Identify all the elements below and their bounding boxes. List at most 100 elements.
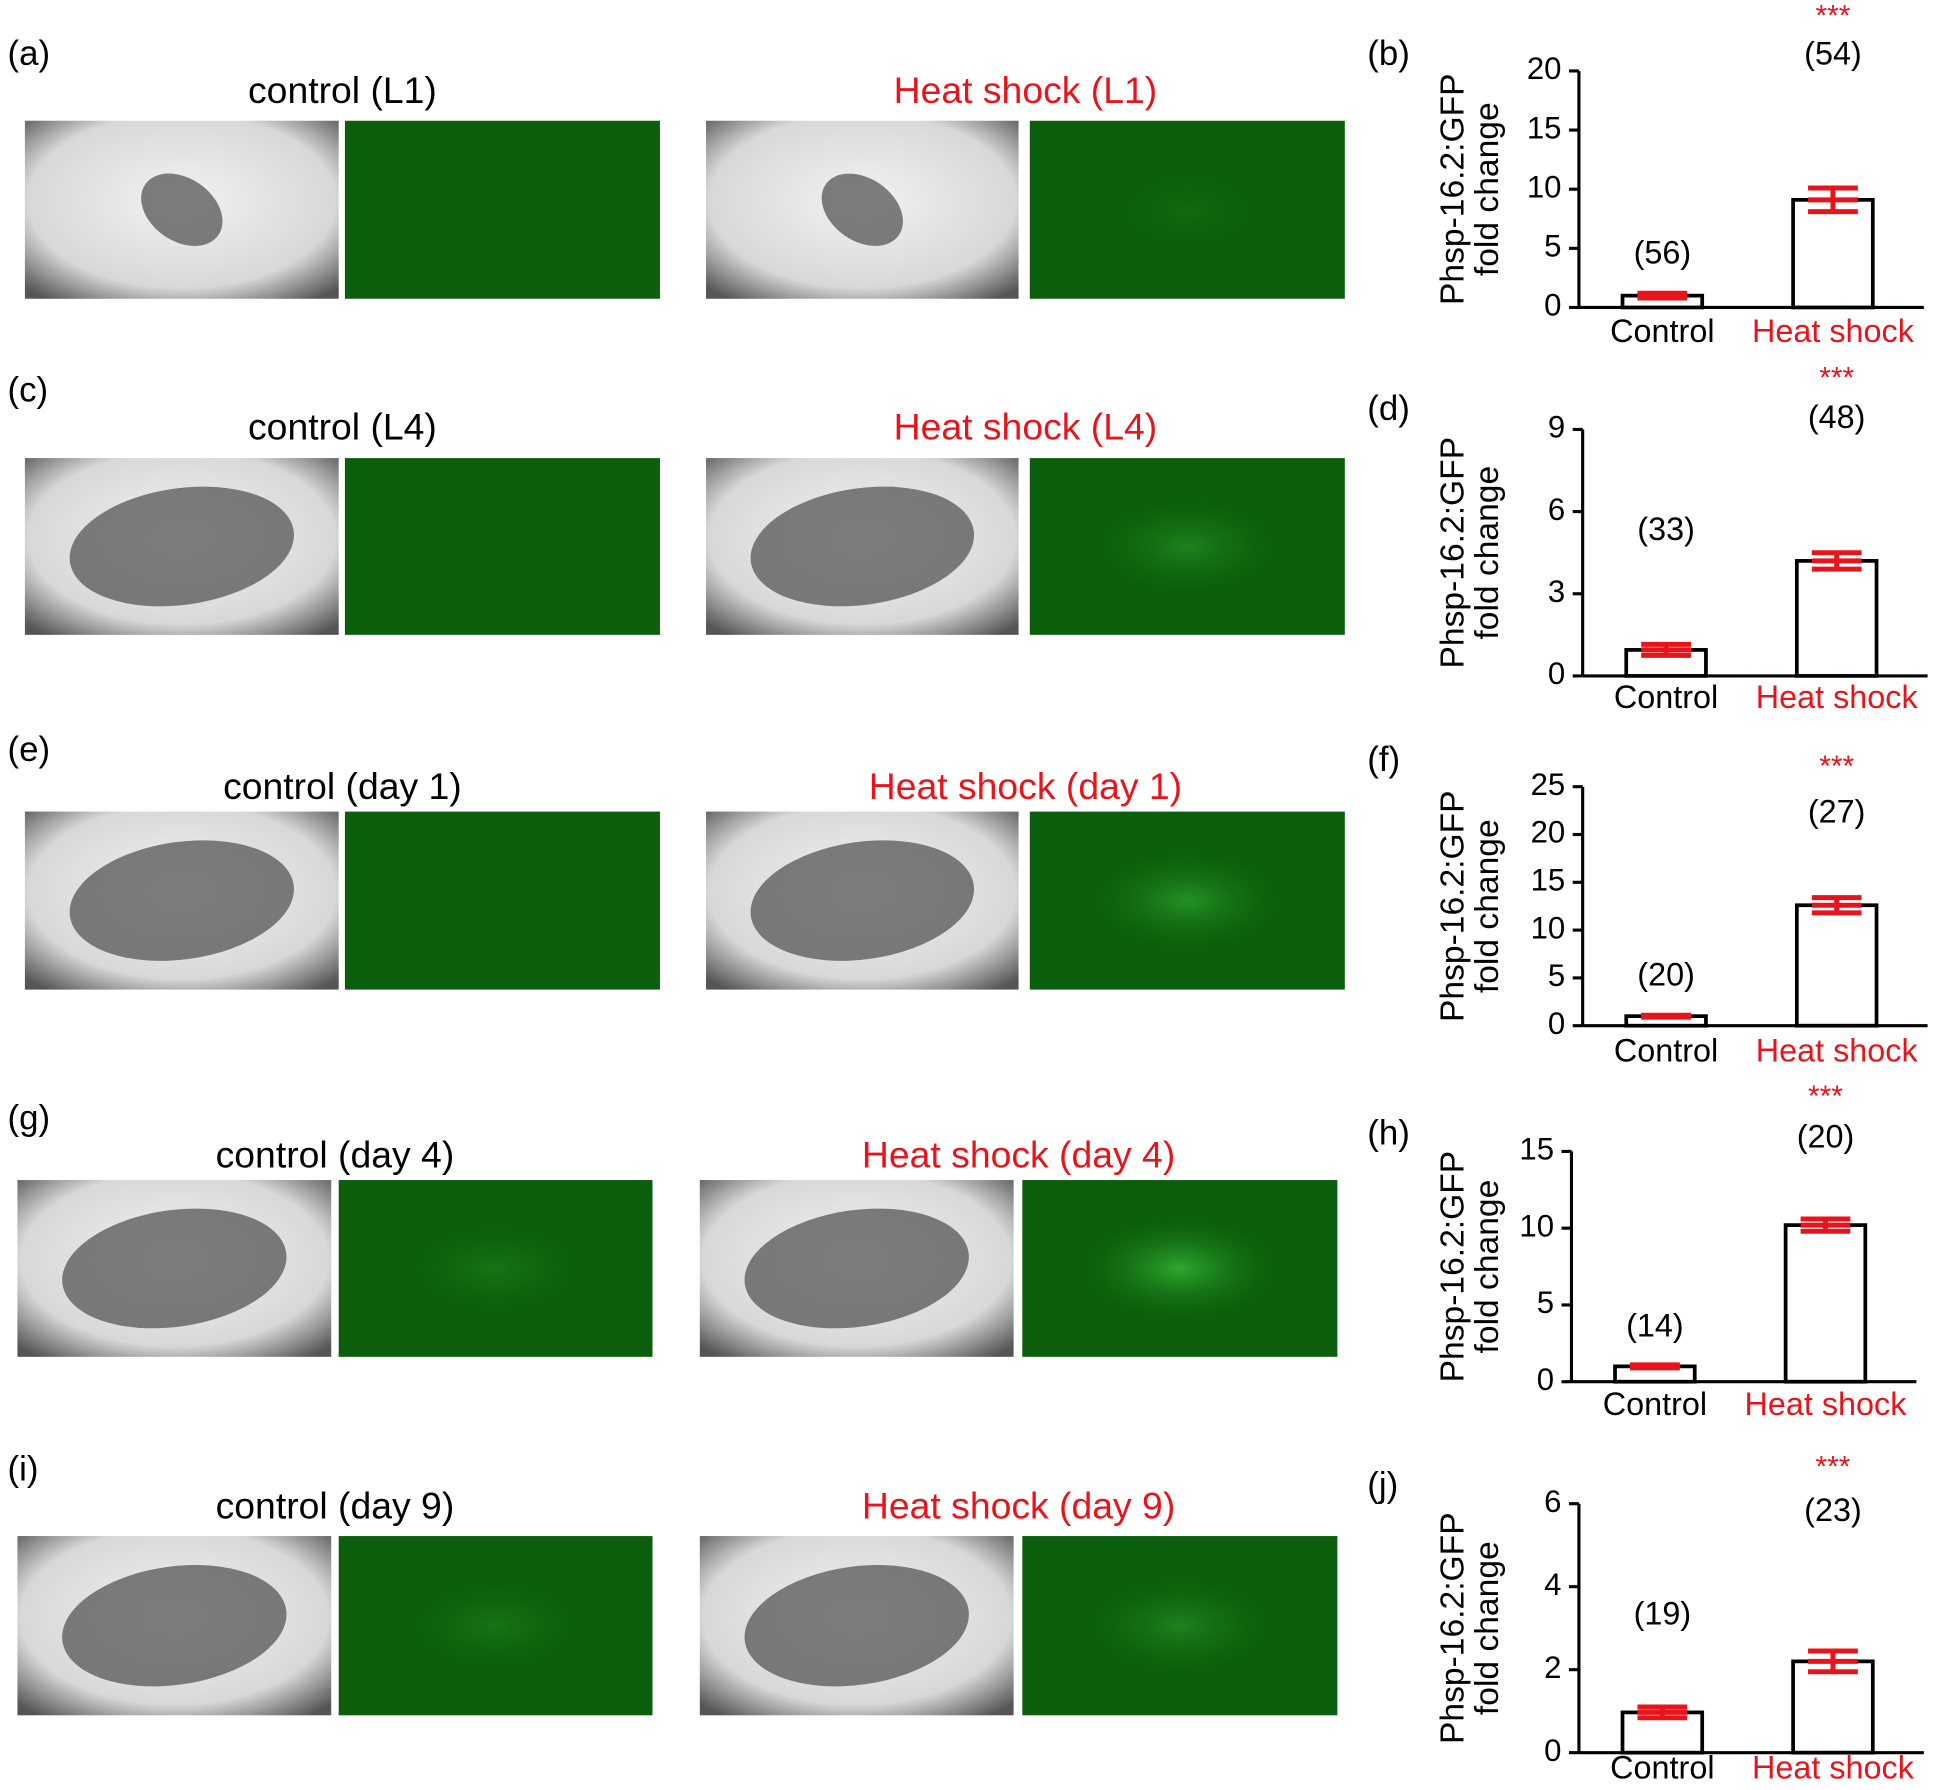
x-tick-label: Heat shock bbox=[1745, 1386, 1908, 1422]
n-label: (48) bbox=[1808, 399, 1866, 435]
gfp-signal bbox=[382, 1566, 609, 1685]
y-tick-label: 20 bbox=[1531, 815, 1566, 850]
n-label: (20) bbox=[1637, 957, 1695, 993]
y-tick-label: 25 bbox=[1531, 767, 1566, 802]
y-tick-label: 15 bbox=[1527, 110, 1562, 145]
x-tick-label: Control bbox=[1614, 1033, 1718, 1069]
bar bbox=[1794, 559, 1879, 678]
y-tick-label: 6 bbox=[1544, 1484, 1561, 1519]
gfp-image bbox=[344, 120, 660, 299]
x-tick-label: Control bbox=[1603, 1386, 1707, 1422]
y-tick-label: 5 bbox=[1548, 958, 1565, 993]
significance: *** bbox=[1808, 1080, 1843, 1113]
y-axis-label: fold change bbox=[1469, 466, 1506, 640]
bar bbox=[1791, 1659, 1875, 1755]
y-tick-label: 20 bbox=[1527, 51, 1562, 86]
significance: *** bbox=[1819, 362, 1854, 395]
image-title: Heat shock (day 4) bbox=[862, 1134, 1175, 1176]
significance: *** bbox=[1819, 750, 1854, 783]
y-axis-label: Phsp-16.2:GFP bbox=[1434, 437, 1471, 669]
y-tick-label: 5 bbox=[1537, 1285, 1554, 1320]
panel-label: (j) bbox=[1367, 1466, 1398, 1505]
image-title: control (L1) bbox=[248, 69, 437, 111]
y-tick-label: 6 bbox=[1548, 492, 1565, 527]
significance: *** bbox=[1816, 0, 1851, 32]
y-tick-label: 2 bbox=[1544, 1650, 1561, 1685]
image-title: control (L4) bbox=[248, 405, 437, 447]
panel-label: (c) bbox=[7, 370, 48, 409]
n-label: (33) bbox=[1637, 511, 1695, 547]
y-axis-label: fold change bbox=[1469, 1180, 1506, 1354]
x-tick-label: Heat shock bbox=[1752, 313, 1915, 349]
gfp-signal bbox=[1073, 488, 1301, 605]
y-axis-label: Phsp-16.2:GFP bbox=[1434, 790, 1471, 1022]
panel-label: (d) bbox=[1367, 389, 1410, 428]
worm-cluster bbox=[141, 173, 223, 246]
gfp-signal bbox=[1066, 1566, 1294, 1685]
bar bbox=[1791, 197, 1875, 310]
y-axis-label: Phsp-16.2:GFP bbox=[1434, 1512, 1471, 1744]
n-label: (56) bbox=[1634, 235, 1692, 271]
y-tick-label: 10 bbox=[1527, 169, 1562, 204]
n-label: (23) bbox=[1804, 1492, 1862, 1528]
gfp-image bbox=[344, 458, 660, 635]
panel-label: (g) bbox=[7, 1099, 50, 1138]
n-label: (27) bbox=[1808, 794, 1866, 830]
worm-cluster bbox=[744, 1565, 969, 1687]
gfp-signal bbox=[382, 1210, 609, 1327]
panel-label: (i) bbox=[7, 1450, 38, 1489]
n-label: (19) bbox=[1634, 1595, 1692, 1631]
y-axis-label: fold change bbox=[1469, 1541, 1506, 1715]
worm-cluster bbox=[69, 486, 294, 607]
gfp-signal bbox=[1066, 1210, 1294, 1327]
significance: *** bbox=[1816, 1451, 1851, 1484]
x-tick-label: Heat shock bbox=[1756, 679, 1919, 715]
x-tick-label: Control bbox=[1610, 313, 1714, 349]
image-title: Heat shock (L1) bbox=[894, 69, 1158, 111]
gfp-signal bbox=[1073, 841, 1301, 960]
panel-label: (b) bbox=[1367, 34, 1410, 73]
y-tick-label: 5 bbox=[1544, 229, 1561, 264]
panel-label: (e) bbox=[7, 730, 50, 769]
y-tick-label: 0 bbox=[1544, 1733, 1561, 1768]
y-axis-label: Phsp-16.2:GFP bbox=[1434, 1151, 1471, 1383]
panel-label: (h) bbox=[1367, 1113, 1410, 1152]
image-title: control (day 4) bbox=[216, 1134, 455, 1176]
y-axis-label: Phsp-16.2:GFP bbox=[1434, 73, 1471, 305]
n-label: (20) bbox=[1797, 1119, 1855, 1155]
y-tick-label: 3 bbox=[1548, 574, 1565, 609]
y-tick-label: 15 bbox=[1519, 1132, 1554, 1167]
image-title: Heat shock (day 9) bbox=[862, 1485, 1175, 1527]
bar bbox=[1794, 903, 1879, 1028]
y-tick-label: 10 bbox=[1519, 1208, 1554, 1243]
x-tick-label: Control bbox=[1610, 1750, 1714, 1786]
gfp-signal bbox=[1073, 151, 1301, 269]
y-tick-label: 10 bbox=[1531, 910, 1566, 945]
worm-cluster bbox=[62, 1565, 287, 1687]
image-title: Heat shock (L4) bbox=[894, 405, 1158, 447]
x-tick-label: Heat shock bbox=[1756, 1033, 1919, 1069]
worm-cluster bbox=[821, 173, 903, 246]
y-axis-label: fold change bbox=[1469, 102, 1506, 276]
y-axis-label: fold change bbox=[1469, 819, 1506, 993]
y-tick-label: 0 bbox=[1548, 1006, 1565, 1041]
image-title: Heat shock (day 1) bbox=[869, 765, 1182, 807]
y-tick-label: 0 bbox=[1544, 288, 1561, 323]
y-tick-label: 9 bbox=[1548, 410, 1565, 445]
x-tick-label: Heat shock bbox=[1752, 1750, 1915, 1786]
worm-cluster bbox=[750, 840, 975, 961]
bar bbox=[1783, 1223, 1868, 1384]
image-title: control (day 9) bbox=[216, 1485, 455, 1527]
gfp-image bbox=[344, 811, 660, 990]
bar bbox=[1624, 648, 1708, 678]
worm-cluster bbox=[62, 1208, 287, 1329]
x-tick-label: Control bbox=[1614, 679, 1718, 715]
y-tick-label: 0 bbox=[1548, 656, 1565, 691]
image-title: control (day 1) bbox=[223, 765, 462, 807]
panel-label: (a) bbox=[7, 34, 50, 73]
y-tick-label: 4 bbox=[1544, 1567, 1561, 1602]
worm-cluster bbox=[750, 486, 975, 607]
worm-cluster bbox=[744, 1208, 969, 1329]
worm-cluster bbox=[69, 840, 294, 961]
